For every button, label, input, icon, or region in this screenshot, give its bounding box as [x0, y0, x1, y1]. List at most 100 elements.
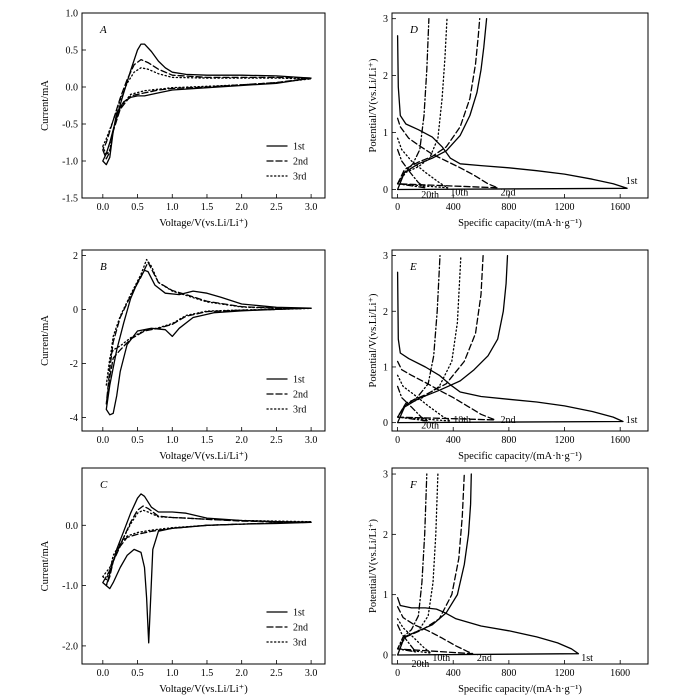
x-tick-label: 1.5 — [201, 668, 214, 679]
x-tick-label: 400 — [446, 202, 461, 213]
series-label-2nd: 2nd — [477, 653, 492, 664]
x-tick-label: 1.0 — [166, 668, 179, 679]
y-tick-label: -1.0 — [62, 157, 78, 168]
x-tick-label: 1600 — [610, 202, 630, 213]
legend-label-2nd: 2nd — [293, 390, 308, 401]
series-line-2nd — [396, 18, 499, 189]
x-tick-label: 1600 — [610, 668, 630, 679]
series-line-3rd — [105, 258, 312, 386]
series-line-1st — [105, 269, 312, 416]
series-line-1st — [102, 43, 312, 166]
y-axis-label: Potential/V(vs.Li/Li⁺) — [368, 519, 379, 613]
series-label-10th: 10th — [453, 415, 471, 426]
x-tick-label: 0 — [395, 668, 400, 679]
y-tick-label: 0.5 — [66, 46, 79, 57]
plot-frame — [81, 12, 326, 199]
x-tick-label: 2.5 — [270, 668, 283, 679]
y-tick-label: -4 — [70, 413, 78, 424]
x-axis-label: Voltage/V(vs.Li/Li⁺) — [159, 451, 248, 462]
y-axis-label: Potential/V(vs.Li/Li⁺) — [368, 293, 379, 387]
series-label-20th: 20th — [421, 420, 439, 431]
x-tick-label: 0.5 — [131, 668, 144, 679]
legend-label-1st: 1st — [293, 375, 305, 386]
y-axis-label: Potential/V(vs.Li/Li⁺) — [368, 58, 379, 152]
series-line-2nd — [102, 505, 312, 587]
series-line-10th — [396, 254, 462, 422]
x-tick-label: 1.5 — [201, 202, 214, 213]
x-axis-label: Voltage/V(vs.Li/Li⁺) — [159, 218, 248, 229]
y-tick-label: 2 — [383, 530, 388, 541]
y-tick-label: 1 — [383, 362, 388, 373]
series-line-20th — [396, 254, 441, 422]
panel-label: A — [99, 24, 107, 36]
panel-label: F — [409, 479, 417, 491]
series-line-20th — [396, 18, 430, 189]
y-tick-label: 1.0 — [66, 9, 79, 20]
x-tick-label: 400 — [446, 435, 461, 446]
x-tick-label: 1200 — [555, 435, 575, 446]
x-tick-label: 800 — [501, 435, 516, 446]
x-tick-label: 1.0 — [166, 435, 179, 446]
x-tick-label: 1.5 — [201, 435, 214, 446]
series-line-3rd — [102, 509, 312, 581]
plot-frame — [81, 249, 326, 432]
y-tick-label: 0 — [383, 418, 388, 429]
legend-label-1st: 1st — [293, 142, 305, 153]
legend-label-1st: 1st — [293, 608, 305, 619]
series-label-1st: 1st — [581, 653, 593, 664]
y-tick-label: 3 — [383, 14, 388, 25]
series-label-20th: 20th — [411, 659, 429, 670]
series-label-10th: 10th — [432, 653, 450, 664]
y-tick-label: -1.5 — [62, 194, 78, 205]
legend-label-3rd: 3rd — [293, 405, 306, 416]
x-tick-label: 0 — [395, 435, 400, 446]
plot-frame — [81, 467, 326, 665]
series-line-1st — [396, 473, 580, 656]
panel-label: E — [409, 261, 417, 273]
panel-f: 0 400 800 1200 1600 0 1 2 3 Specific capacity/(mA… — [368, 467, 649, 695]
x-tick-label: 0.0 — [97, 668, 110, 679]
y-tick-label: -2 — [70, 359, 78, 370]
x-tick-label: 2.0 — [235, 435, 248, 446]
series-line-2nd — [396, 254, 496, 421]
series-label-1st: 1st — [626, 176, 638, 187]
x-tick-label: 800 — [501, 668, 516, 679]
y-tick-label: 2 — [383, 71, 388, 82]
panel-label: D — [409, 24, 418, 36]
y-tick-label: 0 — [383, 185, 388, 196]
panel-e: 0 400 800 1200 1600 0 1 2 3 Specific capacity/(mA… — [368, 249, 649, 462]
x-axis-label: Voltage/V(vs.Li/Li⁺) — [159, 684, 248, 695]
y-tick-label: 3 — [383, 470, 388, 481]
plot-frame — [391, 467, 649, 665]
x-tick-label: 2.5 — [270, 202, 283, 213]
x-tick-label: 2.0 — [235, 202, 248, 213]
x-tick-label: 0.0 — [97, 202, 110, 213]
series-label-10th: 10th — [450, 187, 468, 198]
x-tick-label: 1.0 — [166, 202, 179, 213]
series-line-20th — [396, 473, 428, 653]
x-axis-label: Specific capacity/(mA·h·g⁻¹) — [458, 684, 582, 695]
x-tick-label: 2.0 — [235, 668, 248, 679]
series-line-3rd — [102, 67, 312, 156]
panel-d: 0 400 800 1200 1600 0 1 2 3 Specific capacity/(mA… — [368, 12, 649, 229]
y-tick-label: 0.0 — [66, 521, 79, 532]
plot-frame — [391, 249, 649, 432]
legend-label-2nd: 2nd — [293, 157, 308, 168]
x-tick-label: 3.0 — [305, 668, 318, 679]
x-tick-label: 0.0 — [97, 435, 110, 446]
y-tick-label: -0.5 — [62, 120, 78, 131]
y-tick-label: 3 — [383, 251, 388, 262]
y-axis-label: Current/mA — [40, 540, 51, 591]
x-tick-label: 3.0 — [305, 202, 318, 213]
panel-b: 0.0 0.5 1.0 1.5 2.0 2.5 3.0 -4 -2 0 2 Voltage/V(vs.… — [40, 249, 326, 462]
x-tick-label: 400 — [446, 668, 461, 679]
y-tick-label: 1 — [383, 128, 388, 139]
y-tick-label: 1 — [383, 590, 388, 601]
series-line-1st — [396, 254, 624, 424]
x-tick-label: 0 — [395, 202, 400, 213]
series-line-2nd — [396, 473, 474, 655]
panel-label: C — [100, 479, 108, 491]
x-tick-label: 0.5 — [131, 435, 144, 446]
y-tick-label: 0 — [383, 650, 388, 661]
